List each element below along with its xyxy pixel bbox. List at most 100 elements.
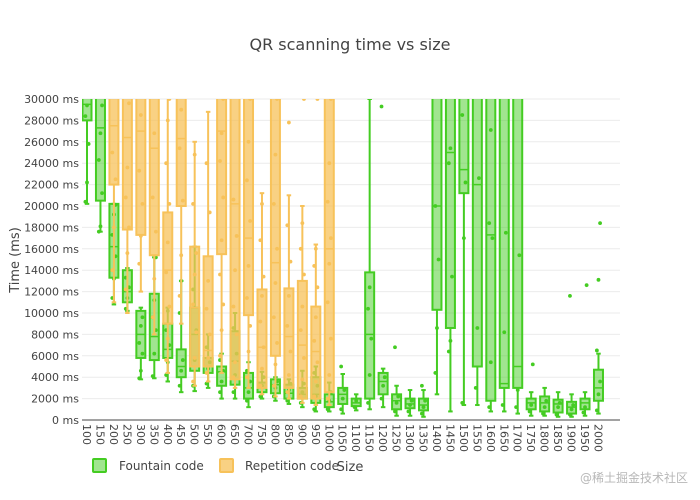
box-1-2[interactable]	[108, 88, 120, 304]
box-0-27[interactable]	[444, 88, 456, 413]
data-point	[179, 253, 184, 258]
box-1-12[interactable]	[243, 88, 255, 389]
box-body	[377, 371, 389, 396]
data-point	[420, 383, 424, 388]
data-point	[138, 113, 143, 117]
box-1-3[interactable]	[121, 88, 133, 314]
legend-item-fountain[interactable]: Fountain code	[92, 458, 204, 473]
data-point	[448, 146, 453, 151]
box-1-16[interactable]	[296, 97, 308, 404]
box-0-29[interactable]	[471, 88, 483, 407]
data-point	[463, 180, 468, 185]
box-1-18[interactable]	[323, 88, 335, 407]
box-0-33[interactable]	[525, 362, 537, 417]
box-1-10[interactable]	[216, 88, 228, 374]
box-1-1[interactable]	[96, 88, 105, 89]
data-point	[327, 373, 332, 377]
data-point	[312, 407, 317, 412]
data-point	[140, 351, 145, 356]
box-0-20[interactable]	[350, 393, 362, 412]
data-point	[557, 400, 562, 405]
data-point	[231, 197, 236, 202]
box-1-7[interactable]	[175, 88, 187, 325]
y-tick-label-1: 2000 ms	[31, 393, 79, 406]
box-0-19[interactable]	[337, 364, 349, 415]
box-0-1[interactable]	[94, 88, 106, 234]
data-point	[271, 315, 276, 320]
box-0-34[interactable]	[539, 386, 551, 417]
data-point	[571, 403, 576, 407]
box-0-4[interactable]	[135, 306, 147, 381]
data-point	[273, 362, 278, 367]
data-point	[446, 349, 451, 354]
data-point	[594, 408, 599, 413]
x-tick-label-18: 1000	[322, 424, 335, 452]
legend-item-repetition[interactable]: Repetition code	[219, 458, 339, 473]
box-0-24[interactable]	[404, 389, 416, 417]
box-0-25[interactable]	[418, 383, 429, 418]
data-point	[218, 353, 222, 358]
data-point	[164, 373, 169, 377]
data-point	[288, 349, 293, 354]
box-body	[189, 245, 201, 368]
box-0-26[interactable]	[431, 88, 443, 396]
box-1-15[interactable]	[283, 120, 295, 400]
data-point	[366, 400, 370, 405]
box-0-30[interactable]	[485, 88, 497, 413]
box-1-4[interactable]	[135, 88, 147, 293]
box-0-22[interactable]	[377, 104, 389, 409]
data-point	[137, 341, 142, 345]
x-tick-label-24: 1300	[403, 424, 416, 452]
data-point	[150, 195, 155, 200]
box-body	[162, 211, 174, 325]
box-1-6[interactable]	[162, 88, 174, 374]
data-point	[258, 319, 263, 324]
x-tick-label-4: 300	[134, 424, 147, 445]
box-1-8[interactable]	[189, 140, 201, 387]
data-point	[261, 274, 266, 279]
box-0-23[interactable]	[391, 345, 403, 417]
data-point	[207, 332, 212, 337]
box-body	[175, 99, 187, 207]
data-point	[515, 388, 520, 392]
data-point	[271, 201, 276, 206]
watermark-text: @稀土掘金技术社区	[580, 470, 688, 485]
data-point	[568, 412, 572, 417]
data-point	[125, 165, 130, 170]
data-point	[204, 371, 209, 375]
data-point	[246, 139, 251, 144]
data-point	[167, 304, 172, 309]
y-tick-label-14: 28000 ms	[24, 114, 79, 127]
box-1-13[interactable]	[256, 192, 268, 396]
box-1-0[interactable]	[83, 88, 92, 89]
box-0-37[interactable]	[579, 283, 591, 417]
x-tick-label-6: 400	[161, 424, 174, 445]
box-0-31[interactable]	[498, 88, 510, 413]
box-0-35[interactable]	[552, 391, 564, 418]
x-tick-label-31: 1650	[497, 424, 510, 452]
box-1-17[interactable]	[310, 97, 322, 407]
box-0-32[interactable]	[512, 88, 524, 415]
box-0-28[interactable]	[458, 88, 470, 407]
box-1-9[interactable]	[202, 110, 214, 383]
box-1-5[interactable]	[148, 88, 160, 336]
box-0-0[interactable]	[82, 88, 93, 205]
box-1-11[interactable]	[229, 88, 241, 389]
data-point	[325, 199, 330, 204]
box-body	[337, 386, 349, 405]
data-point	[596, 392, 601, 397]
data-point	[503, 230, 508, 235]
y-tick-label-7: 14000 ms	[24, 264, 79, 277]
data-point	[327, 261, 332, 266]
box-0-36[interactable]	[566, 293, 578, 418]
box-0-21[interactable]	[364, 99, 376, 411]
data-point	[583, 405, 587, 410]
box-0-38[interactable]	[592, 221, 604, 415]
box-1-14[interactable]	[269, 88, 281, 398]
data-point	[219, 238, 224, 243]
data-point	[285, 398, 290, 403]
data-point	[180, 198, 185, 203]
chart-title: QR scanning time vs size	[250, 35, 451, 54]
data-point	[273, 152, 278, 157]
x-tick-label-20: 1100	[349, 424, 362, 452]
